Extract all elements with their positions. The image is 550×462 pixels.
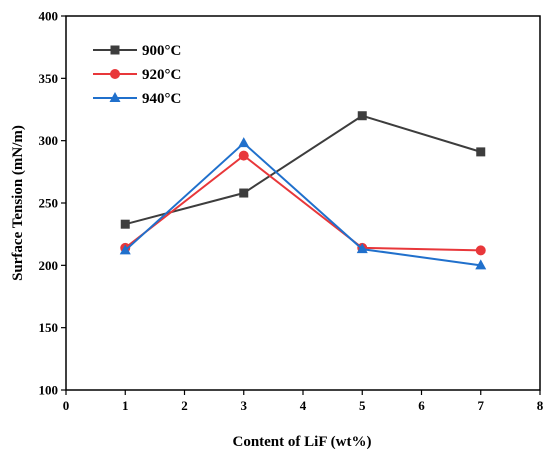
legend: 900°C 920°C 940°C <box>93 43 181 107</box>
x-tick-label: 8 <box>537 398 544 413</box>
y-tick-label: 350 <box>39 71 59 86</box>
y-tick-label: 300 <box>39 133 59 148</box>
data-point <box>357 111 367 121</box>
y-tick-label: 400 <box>39 9 59 24</box>
x-tick-label: 6 <box>418 398 425 413</box>
data-point <box>119 244 131 255</box>
y-tick-label: 250 <box>39 196 59 211</box>
data-point <box>356 243 368 254</box>
legend-label: 900°C <box>142 43 181 59</box>
data-point <box>239 188 249 198</box>
x-tick-label: 5 <box>359 398 366 413</box>
legend-marker <box>110 45 120 55</box>
y-tick-label: 150 <box>39 320 59 335</box>
data-point <box>238 137 250 148</box>
x-tick-label: 2 <box>181 398 188 413</box>
data-point <box>238 150 249 161</box>
legend-marker <box>109 92 121 102</box>
x-tick-label: 4 <box>300 398 307 413</box>
x-tick-label: 7 <box>478 398 485 413</box>
series-3 <box>119 137 487 270</box>
legend-label: 920°C <box>142 67 181 83</box>
legend-label: 940°C <box>142 91 181 107</box>
y-tick-label: 100 <box>39 383 59 398</box>
data-point <box>475 259 487 270</box>
x-tick-label: 0 <box>63 398 70 413</box>
series-2 <box>120 150 486 256</box>
data-point <box>475 245 486 256</box>
data-point <box>120 219 130 229</box>
x-tick-label: 1 <box>122 398 129 413</box>
y-axis-title: Surface Tension (mN/m) <box>10 125 26 281</box>
series-line <box>124 141 481 267</box>
legend-marker <box>110 69 120 79</box>
series-line <box>124 114 482 226</box>
y-tick-label: 200 <box>39 258 59 273</box>
x-axis-title: Content of LiF (wt%) <box>232 434 371 450</box>
series-line <box>124 154 481 252</box>
x-tick-label: 3 <box>241 398 248 413</box>
data-point <box>476 147 486 157</box>
series-1 <box>120 111 486 229</box>
